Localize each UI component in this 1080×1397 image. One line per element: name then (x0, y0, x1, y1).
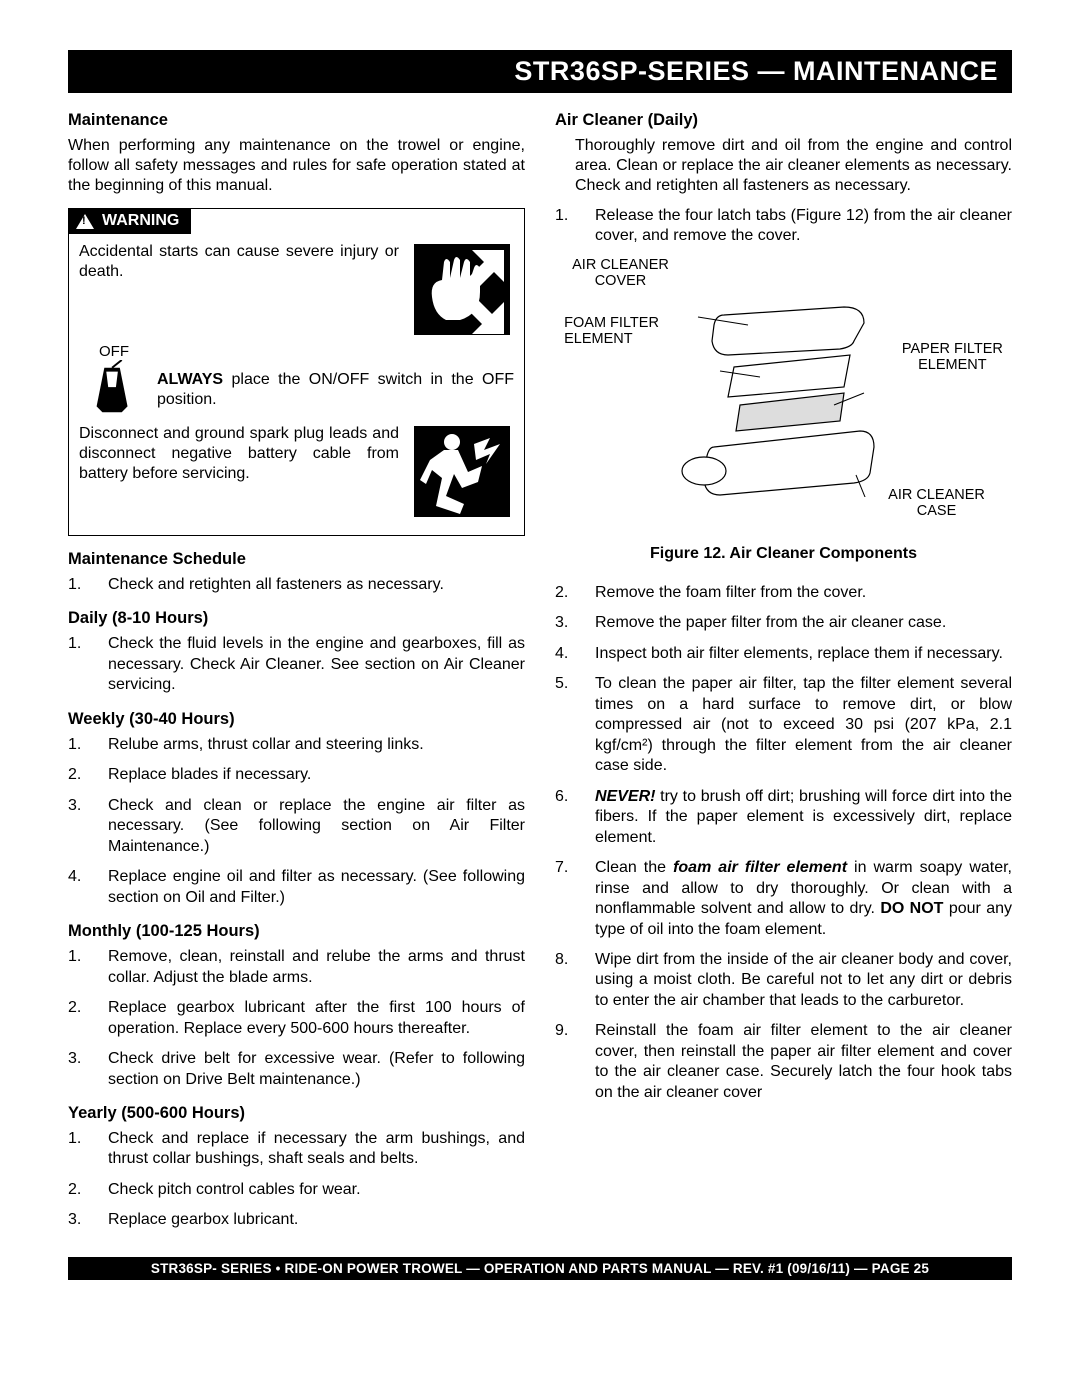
list-item: Remove the paper filter from the air cle… (555, 613, 1012, 633)
page-header-bar: STR36SP-SERIES — MAINTENANCE (68, 50, 1012, 93)
warning-line1: Accidental starts can cause severe injur… (79, 242, 399, 282)
schedule-heading: Maintenance Schedule (68, 550, 525, 569)
figure-12-caption: Figure 12. Air Cleaner Components (555, 545, 1012, 563)
list-item: Check drive belt for excessive wear. (Re… (68, 1049, 525, 1090)
list-item: Remove the foam filter from the cover. (555, 583, 1012, 603)
list-item: To clean the paper air filter, tap the f… (555, 674, 1012, 776)
foam-emphasis: foam air filter element (673, 859, 847, 876)
fig-label-foam: FOAM FILTERELEMENT (564, 315, 659, 347)
aircleaner-heading: Air Cleaner (Daily) (555, 111, 1012, 130)
list-item: Replace engine oil and filter as necessa… (68, 867, 525, 908)
maintenance-heading: Maintenance (68, 111, 525, 130)
right-column: Air Cleaner (Daily) Thoroughly remove di… (555, 111, 1012, 1241)
warning-box: WARNING Accidental starts can cause seve… (68, 208, 525, 536)
fig-label-cover: AIR CLEANERCOVER (572, 257, 669, 289)
weekly-heading: Weekly (30-40 Hours) (68, 710, 525, 729)
list-item: Check and clean or replace the engine ai… (68, 796, 525, 857)
maintenance-body: When performing any maintenance on the t… (68, 136, 525, 196)
list-item: Relube arms, thrust collar and steering … (68, 735, 525, 755)
warning-label-text: WARNING (102, 212, 179, 230)
schedule-list: Check and retighten all fasteners as nec… (68, 575, 525, 595)
figure-12-diagram: AIR CLEANERCOVER FOAM FILTERELEMENT PAPE… (564, 257, 1003, 537)
daily-list: Check the fluid levels in the engine and… (68, 634, 525, 695)
step7-pre: Clean the (595, 859, 673, 876)
list-item: Check pitch control cables for wear. (68, 1180, 525, 1200)
no-hand-icon (409, 242, 514, 337)
warning-triangle-icon (76, 214, 94, 229)
yearly-list: Check and replace if necessary the arm b… (68, 1129, 525, 1231)
list-item: Check and retighten all fasteners as nec… (68, 575, 525, 595)
list-item: Reinstall the foam air filter element to… (555, 1021, 1012, 1103)
aircleaner-body: Thoroughly remove dirt and oil from the … (575, 136, 1012, 196)
warning-label: WARNING (68, 208, 191, 234)
step6-rest: try to brush off dirt; brushing will for… (595, 788, 1012, 846)
daily-heading: Daily (8-10 Hours) (68, 609, 525, 628)
content-columns: Maintenance When performing any maintena… (68, 111, 1012, 1241)
list-item: NEVER! try to brush off dirt; brushing w… (555, 787, 1012, 848)
monthly-heading: Monthly (100-125 Hours) (68, 922, 525, 941)
never-emphasis: NEVER! (595, 788, 655, 805)
list-item: Replace gearbox lubricant after the firs… (68, 998, 525, 1039)
fig-label-paper: PAPER FILTERELEMENT (902, 341, 1003, 373)
list-item: Clean the foam air filter element in war… (555, 858, 1012, 940)
list-item: Inspect both air filter elements, replac… (555, 644, 1012, 664)
aircleaner-list-a: Release the four latch tabs (Figure 12) … (555, 206, 1012, 247)
shock-hazard-icon (409, 424, 514, 519)
list-item: Release the four latch tabs (Figure 12) … (555, 206, 1012, 247)
warning-always: ALWAYS (157, 371, 223, 388)
list-item: Check the fluid levels in the engine and… (68, 634, 525, 695)
weekly-list: Relube arms, thrust collar and steering … (68, 735, 525, 908)
exploded-view-icon (664, 297, 904, 497)
aircleaner-list-b: Remove the foam filter from the cover. R… (555, 583, 1012, 1103)
yearly-heading: Yearly (500-600 Hours) (68, 1104, 525, 1123)
list-item: Wipe dirt from the inside of the air cle… (555, 950, 1012, 1011)
off-label: OFF (99, 343, 129, 360)
page-footer-bar: STR36SP- SERIES • RIDE-ON POWER TROWEL —… (68, 1257, 1012, 1280)
list-item: Replace gearbox lubricant. (68, 1210, 525, 1230)
monthly-list: Remove, clean, reinstall and relube the … (68, 947, 525, 1090)
off-switch-icon: OFF (79, 343, 149, 418)
list-item: Remove, clean, reinstall and relube the … (68, 947, 525, 988)
left-column: Maintenance When performing any maintena… (68, 111, 525, 1241)
list-item: Check and replace if necessary the arm b… (68, 1129, 525, 1170)
warning-line2: ALWAYS place the ON/OFF switch in the OF… (157, 352, 514, 410)
donot-emphasis: DO NOT (880, 900, 943, 917)
list-item: Replace blades if necessary. (68, 765, 525, 785)
warning-line3: Disconnect and ground spark plug leads a… (79, 424, 399, 484)
